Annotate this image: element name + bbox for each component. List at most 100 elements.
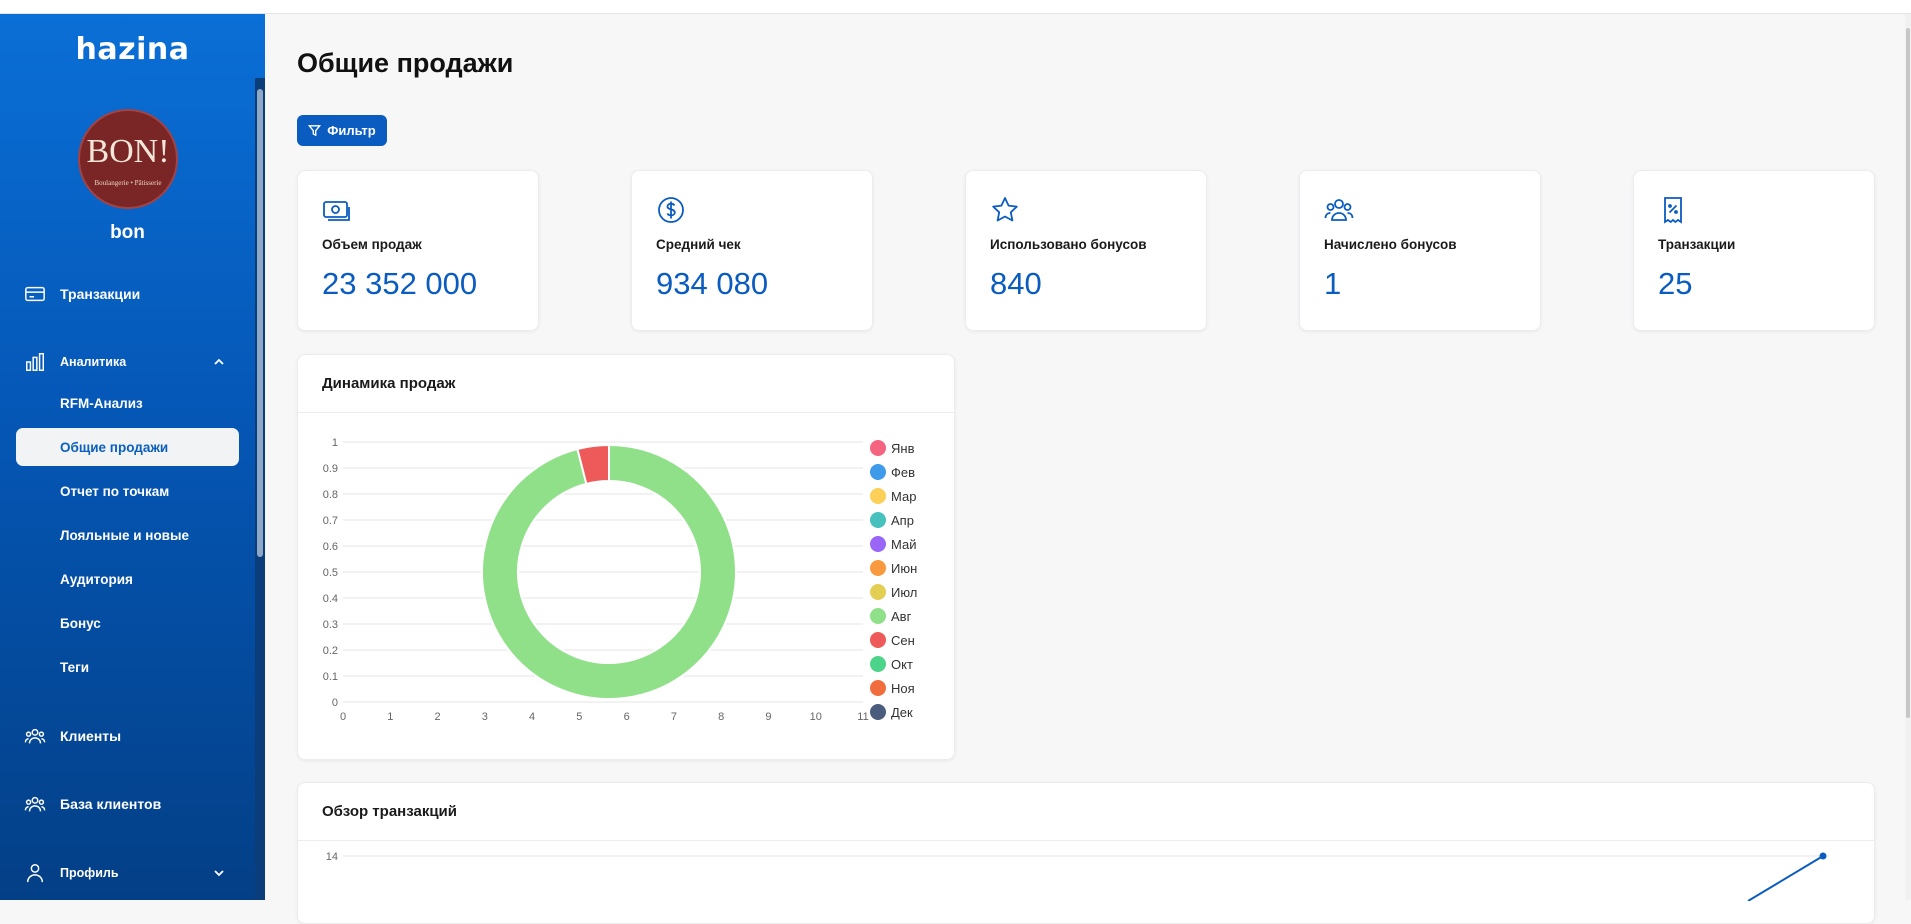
y-tick-label: 0.7	[323, 515, 338, 527]
sales-dynamics-panel: Динамика продаж 0 0.1 0.2 0.3 0.4 0.5 0.6 0.7 0.…	[297, 354, 955, 760]
y-tick-label: 0.6	[323, 541, 338, 553]
y-tick-label: 0.4	[323, 593, 338, 605]
x-tick-label: 0	[340, 711, 346, 723]
legend-swatch[interactable]	[870, 656, 886, 672]
y-tick-label: 1	[332, 437, 338, 449]
legend-label[interactable]: Сен	[891, 633, 915, 648]
legend-label[interactable]: Июн	[891, 561, 917, 576]
legend-swatch[interactable]	[870, 584, 886, 600]
sidebar-subitem-label: Бонус	[60, 615, 101, 631]
stat-value: 1	[1324, 266, 1342, 301]
sidebar: hazina BON! Boulangerie • Pâtisserie bon…	[0, 14, 265, 900]
filter-button[interactable]: Фильтр	[297, 115, 387, 146]
x-tick-label: 4	[529, 711, 535, 723]
users-icon	[24, 796, 46, 812]
legend-label[interactable]: Май	[891, 537, 916, 552]
y-tick-label: 0.3	[323, 619, 338, 631]
legend-swatch[interactable]	[870, 512, 886, 528]
page-scrollbar-thumb[interactable]	[1906, 28, 1910, 718]
legend-label[interactable]: Дек	[891, 705, 913, 720]
stat-card-sales-volume: Объем продаж 23 352 000	[297, 170, 539, 331]
avatar-tagline: Boulangerie • Pâtisserie	[94, 179, 162, 187]
sidebar-item-profile[interactable]: Профиль	[0, 855, 255, 891]
stat-label: Средний чек	[656, 237, 741, 252]
legend-swatch[interactable]	[870, 464, 886, 480]
y-tick-label: 0.8	[323, 489, 338, 501]
sidebar-subitem-label: Общие продажи	[60, 439, 169, 455]
sidebar-item-transactions[interactable]: Транзакции	[0, 276, 255, 312]
logo[interactable]: hazina	[75, 32, 190, 67]
chevron-down-icon[interactable]	[212, 866, 226, 880]
legend-swatch[interactable]	[870, 704, 886, 720]
sidebar-subitem-audience[interactable]: Аудитория	[16, 560, 239, 598]
stat-card-transactions: Транзакции 25	[1633, 170, 1875, 331]
sidebar-subitem-bonus[interactable]: Бонус	[16, 604, 239, 642]
x-tick-label: 11	[857, 711, 868, 723]
x-tick-label: 3	[482, 711, 488, 723]
legend-swatch[interactable]	[870, 680, 886, 696]
legend-label[interactable]: Ноя	[891, 681, 915, 696]
stat-value: 23 352 000	[322, 266, 478, 301]
legend-swatch[interactable]	[870, 536, 886, 552]
legend-label[interactable]: Авг	[891, 609, 912, 624]
y-tick-label: 0.2	[323, 645, 338, 657]
avatar-brand: BON!	[86, 133, 170, 170]
sidebar-subitem-tags[interactable]: Теги	[16, 648, 239, 686]
sidebar-subitem-label: Отчет по точкам	[60, 483, 170, 499]
group-icon	[1324, 199, 1354, 221]
sidebar-subitem-points-report[interactable]: Отчет по точкам	[16, 472, 239, 510]
donut-slice-Сен[interactable]	[576, 443, 610, 486]
sidebar-subitem-label: Теги	[60, 659, 90, 675]
legend-swatch[interactable]	[870, 560, 886, 576]
sidebar-item-clients[interactable]: Клиенты	[0, 718, 255, 754]
sidebar-subitem-sales[interactable]: Общие продажи	[16, 428, 239, 466]
credit-card-icon	[25, 286, 45, 302]
legend-label[interactable]: Окт	[891, 657, 913, 672]
legend-label[interactable]: Апр	[891, 513, 914, 528]
sidebar-item-analytics[interactable]: Аналитика	[0, 344, 255, 380]
panel-header: Динамика продаж	[298, 355, 954, 413]
panel-title: Обзор транзакций	[322, 803, 457, 820]
legend-label[interactable]: Фев	[891, 465, 915, 480]
chevron-up-icon[interactable]	[212, 355, 226, 369]
stat-value: 840	[990, 266, 1042, 301]
sidebar-scrollbar-thumb[interactable]	[257, 89, 263, 557]
stat-label: Транзакции	[1658, 237, 1736, 252]
stat-card-bonuses-accrued: Начислено бонусов 1	[1299, 170, 1541, 331]
star-icon	[992, 197, 1018, 222]
stat-value: 934 080	[656, 266, 769, 301]
y-tick-label: 0.5	[323, 567, 338, 579]
sidebar-item-client-base[interactable]: База клиентов	[0, 786, 255, 822]
sidebar-item-label: Транзакции	[60, 286, 141, 302]
transactions-line-chart: 14	[326, 851, 1828, 901]
legend-swatch[interactable]	[870, 440, 886, 456]
filter-icon	[308, 125, 322, 137]
legend-label[interactable]: Июл	[891, 585, 917, 600]
sales-donut-chart: 00.10.20.30.40.50.60.70.80.910 1 2 3 4 5 6 7 8 9 1…	[323, 437, 918, 723]
sidebar-subitem-loyal-new[interactable]: Лояльные и новые	[16, 516, 239, 554]
legend-label[interactable]: Янв	[891, 441, 915, 456]
stat-label: Объем продаж	[322, 237, 422, 252]
legend-swatch[interactable]	[870, 488, 886, 504]
dollar-circle-icon	[658, 197, 684, 223]
sidebar-subitem-label: Лояльные и новые	[60, 527, 190, 543]
sidebar-subitem-label: RFM-Анализ	[60, 395, 143, 411]
receipt-percent-icon	[1664, 197, 1682, 224]
top-bar	[0, 0, 1911, 14]
legend-swatch[interactable]	[870, 632, 886, 648]
user-icon	[26, 864, 44, 883]
stat-card-bonuses-used: Использовано бонусов 840	[965, 170, 1207, 331]
sidebar-item-label: Клиенты	[60, 728, 122, 744]
x-tick-label: 2	[434, 711, 440, 723]
x-tick-label: 10	[810, 711, 822, 723]
x-tick-label: 6	[624, 711, 630, 723]
sidebar-subitem-rfm[interactable]: RFM-Анализ	[16, 384, 239, 422]
donut-slice-Авг[interactable]	[481, 443, 737, 700]
transactions-overview-panel: Обзор транзакций 14	[297, 782, 1875, 924]
stat-label: Использовано бонусов	[990, 237, 1147, 252]
data-point[interactable]	[1819, 852, 1827, 860]
y-tick-label: 0.9	[323, 463, 338, 475]
legend-swatch[interactable]	[870, 608, 886, 624]
sidebar-subitem-label: Аудитория	[60, 571, 133, 587]
legend-label[interactable]: Мар	[891, 489, 916, 504]
